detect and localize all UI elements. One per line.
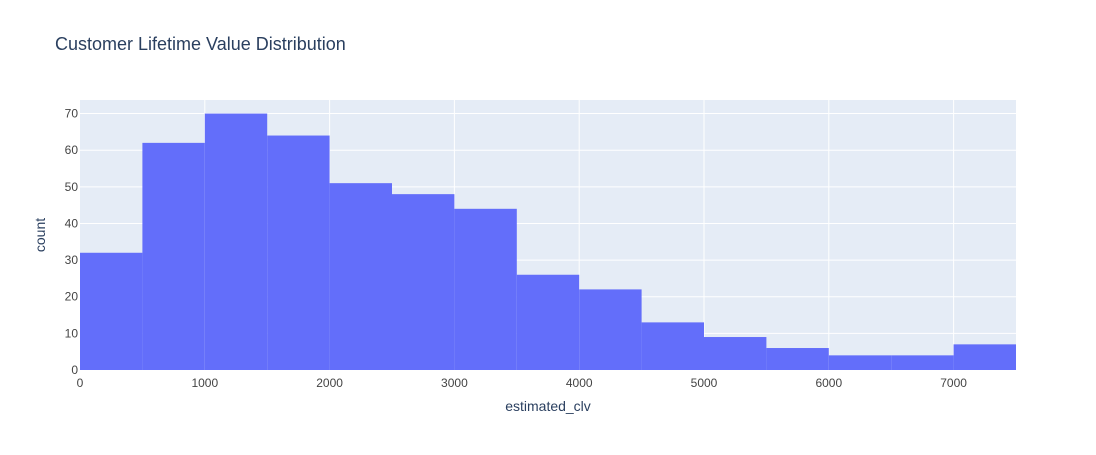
x-axis-label: estimated_clv [505,398,591,414]
histogram-bars [80,113,1016,370]
x-tick-label: 7000 [940,376,967,390]
y-tick-label: 70 [65,107,79,121]
y-tick-label: 20 [65,290,79,304]
y-tick-label: 50 [65,180,79,194]
histogram-bar[interactable] [828,355,892,370]
histogram-bar[interactable] [641,322,704,370]
y-tick-label: 30 [65,253,79,267]
histogram-bar[interactable] [329,183,392,370]
histogram-bar[interactable] [392,194,455,370]
x-tick-label: 6000 [815,376,842,390]
histogram-bar[interactable] [704,337,767,370]
histogram-bar[interactable] [204,113,268,370]
y-axis-label: count [32,218,48,252]
y-tick-label: 60 [65,143,79,157]
x-tick-label: 1000 [191,376,218,390]
x-tick-label: 5000 [691,376,718,390]
histogram-bar[interactable] [953,344,1016,370]
y-tick-label: 10 [65,326,79,340]
x-tick-label: 2000 [316,376,343,390]
y-tick-label: 0 [71,363,78,377]
histogram-bar[interactable] [766,348,829,370]
x-tick-label: 3000 [441,376,468,390]
y-axis-ticks: 0 10 20 30 40 50 60 70 [65,107,79,377]
histogram-bar[interactable] [267,135,330,370]
histogram-bar[interactable] [516,274,580,370]
y-tick-label: 40 [65,216,79,230]
x-tick-label: 0 [77,376,84,390]
chart-title: Customer Lifetime Value Distribution [55,34,346,54]
histogram-bar[interactable] [891,355,954,370]
histogram-bar[interactable] [454,208,517,370]
histogram-bar[interactable] [80,252,143,370]
histogram-bar[interactable] [142,142,205,370]
histogram-bar[interactable] [579,289,642,370]
x-axis-ticks: 0 1000 2000 3000 4000 5000 6000 7000 [77,376,968,390]
x-tick-label: 4000 [566,376,593,390]
